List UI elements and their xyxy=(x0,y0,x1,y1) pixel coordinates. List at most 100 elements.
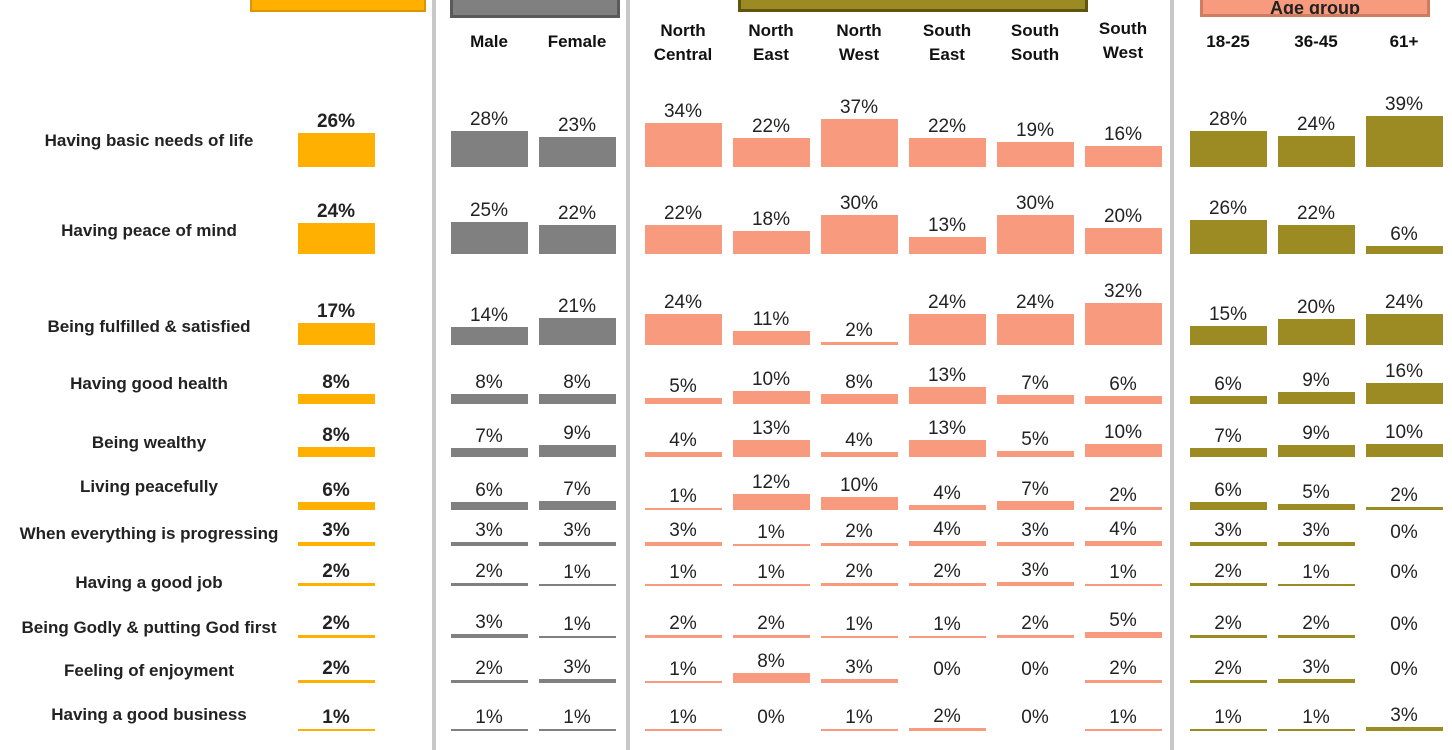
data-label: 0% xyxy=(757,707,785,728)
series-label: North West xyxy=(836,21,882,64)
bar xyxy=(1277,584,1355,586)
data-label: 16% xyxy=(1384,361,1424,383)
bar xyxy=(908,313,986,345)
data-label: 3% xyxy=(1302,520,1330,542)
bar xyxy=(820,342,898,345)
data-label: 0% xyxy=(1390,614,1418,635)
data-label: 2% xyxy=(845,320,873,342)
bar xyxy=(644,635,722,638)
bar xyxy=(1365,727,1443,731)
data-label: 2% xyxy=(1109,658,1137,680)
divider-zone-age xyxy=(1170,0,1174,750)
data-label: 20% xyxy=(1296,297,1336,318)
data-label: 6% xyxy=(1214,480,1242,502)
data-label: 1% xyxy=(563,707,591,728)
data-label: 6% xyxy=(322,480,350,502)
bar xyxy=(1084,303,1162,345)
data-label: 2% xyxy=(475,561,503,583)
bar xyxy=(996,142,1074,167)
bar xyxy=(732,391,810,404)
bar xyxy=(538,225,616,254)
bar xyxy=(1189,542,1267,546)
data-label: 22% xyxy=(1296,203,1336,225)
bar xyxy=(732,440,810,457)
header-box-gender xyxy=(450,0,620,18)
bar xyxy=(538,679,616,683)
bar xyxy=(1084,540,1162,546)
data-label: 30% xyxy=(839,193,879,214)
series-label: South West xyxy=(1098,19,1148,62)
category-label: Being wealthy xyxy=(91,433,207,452)
bar xyxy=(450,130,528,167)
category-label: Feeling of enjoyment xyxy=(63,661,235,680)
bar xyxy=(732,635,810,638)
data-label: 0% xyxy=(1021,707,1049,728)
data-label: 1% xyxy=(757,562,785,583)
bar xyxy=(644,397,722,404)
data-label: 2% xyxy=(669,613,697,635)
bar xyxy=(1189,447,1267,457)
bar xyxy=(1277,319,1355,345)
data-label: 1% xyxy=(1214,707,1242,728)
data-label: 2% xyxy=(1214,658,1242,680)
series-label: Male xyxy=(470,32,508,51)
bar xyxy=(820,118,898,167)
bar xyxy=(996,394,1074,404)
data-label: 25% xyxy=(469,199,509,221)
bar xyxy=(820,497,898,510)
bar xyxy=(1189,220,1267,254)
bar xyxy=(908,728,986,731)
bar xyxy=(297,635,375,638)
bar xyxy=(538,729,616,731)
data-label: 7% xyxy=(563,478,591,500)
data-label: 1% xyxy=(845,614,873,635)
bar xyxy=(644,729,722,731)
data-label: 2% xyxy=(322,658,350,680)
data-label: 21% xyxy=(557,295,597,317)
header-box-zone xyxy=(738,0,1088,12)
data-label: 1% xyxy=(669,659,697,680)
data-label: 2% xyxy=(933,706,961,728)
data-label: 18% xyxy=(751,208,791,230)
data-label: 5% xyxy=(1021,428,1049,450)
bar xyxy=(450,447,528,457)
data-label: 1% xyxy=(933,614,961,635)
bar xyxy=(1189,729,1267,731)
data-label: 3% xyxy=(475,520,503,542)
data-label: 10% xyxy=(751,369,791,390)
data-label: 3% xyxy=(1302,657,1330,679)
data-label: 0% xyxy=(1390,522,1418,543)
bar xyxy=(1189,502,1267,510)
data-label: 26% xyxy=(316,111,356,133)
bar xyxy=(996,215,1074,254)
data-label: 2% xyxy=(1214,613,1242,635)
data-label: 28% xyxy=(1208,108,1248,130)
header-box-total xyxy=(250,0,426,12)
data-label: 2% xyxy=(1109,485,1137,507)
bar xyxy=(538,445,616,457)
bar xyxy=(297,729,375,731)
data-label: 8% xyxy=(475,371,503,393)
bar xyxy=(820,215,898,254)
data-label: 1% xyxy=(1109,707,1137,728)
bar xyxy=(996,313,1074,345)
data-label: 3% xyxy=(563,657,591,679)
data-label: 2% xyxy=(933,561,961,583)
data-label: 6% xyxy=(475,480,503,502)
data-label: 6% xyxy=(1214,374,1242,396)
data-label: 3% xyxy=(1390,705,1418,727)
data-label: 2% xyxy=(322,561,350,583)
bar xyxy=(732,672,810,683)
data-label: 13% xyxy=(927,418,967,440)
data-label: 8% xyxy=(322,371,350,393)
bar xyxy=(297,322,375,345)
bar xyxy=(1365,383,1443,404)
data-label: 28% xyxy=(469,108,509,130)
bar xyxy=(1084,146,1162,167)
data-label: 2% xyxy=(1302,613,1330,635)
bar xyxy=(1189,680,1267,683)
bar xyxy=(450,583,528,586)
bar xyxy=(908,540,986,546)
category-label: Having basic needs of life xyxy=(44,131,254,150)
data-label: 8% xyxy=(563,371,591,393)
